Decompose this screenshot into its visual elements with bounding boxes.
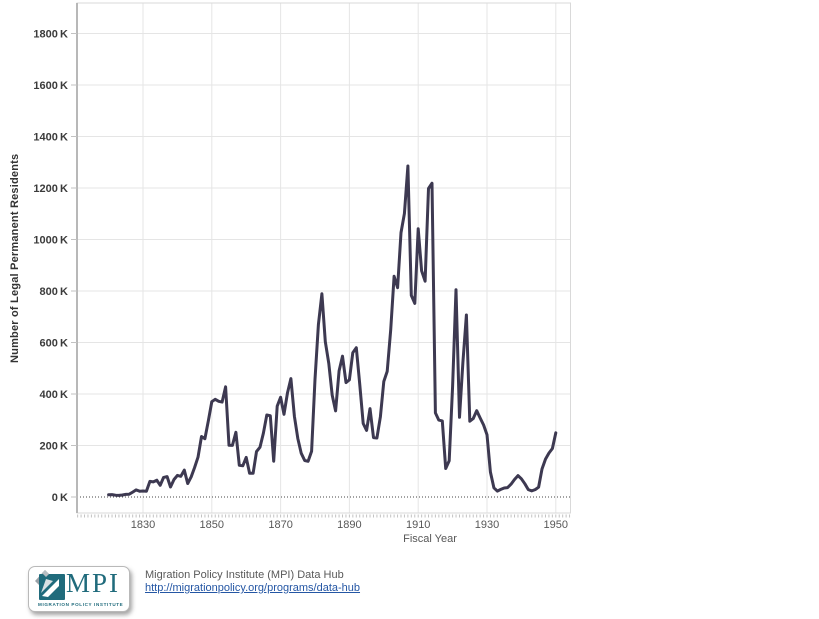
y-tick-label: 1600 K [33,80,68,92]
mpi-pen-icon [35,570,65,600]
y-tick-label: 400 K [40,389,69,401]
y-tick-label: 200 K [40,441,69,453]
x-tick-label: 1950 [544,519,568,531]
y-tick-label: 1400 K [33,132,68,144]
y-tick-label: 600 K [40,338,69,350]
x-tick-label: 1930 [475,519,499,531]
x-tick-label: 1910 [406,519,430,531]
mpi-logo-tagline: MIGRATION POLICY INSTITUTE [38,602,124,607]
y-tick-label: 0 K [52,492,68,504]
x-tick-label: 1830 [131,519,155,531]
source-link[interactable]: http://migrationpolicy.org/programs/data… [145,582,361,594]
y-tick-label: 1200 K [33,183,68,195]
plot-border [76,2,571,514]
x-tick-label: 1870 [268,519,292,531]
source-name: Migration Policy Institute (MPI) Data Hu… [145,569,344,581]
mpi-logo: MPI MIGRATION POLICY INSTITUTE [28,566,130,612]
series-line [107,164,558,497]
x-axis-title: Fiscal Year [403,533,457,545]
immigration-line-chart: 0 K 200 K 400 K 600 K 800 K 1000 K 1200 K 1400 … [33,2,571,531]
mpi-logo-acronym: MPI [66,568,121,598]
source-block: Migration Policy Institute (MPI) Data Hu… [145,569,360,595]
y-tick-label: 1800 K [33,29,68,41]
y-tick-label: 800 K [40,286,69,298]
x-tick-label: 1850 [200,519,224,531]
y-tick-label: 1000 K [33,235,68,247]
x-tick-label: 1890 [337,519,361,531]
footer: MPI MIGRATION POLICY INSTITUTE Migration… [0,560,819,619]
